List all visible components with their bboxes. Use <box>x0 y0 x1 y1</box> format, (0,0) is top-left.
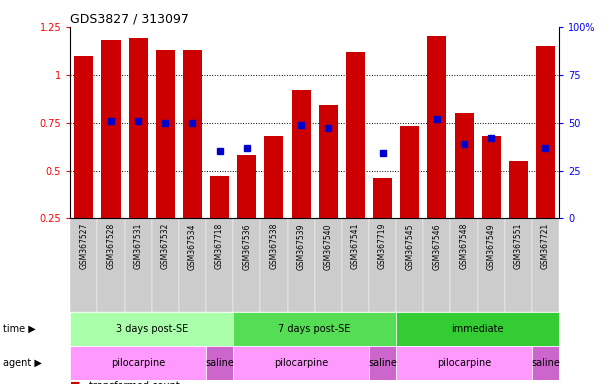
Text: saline: saline <box>205 358 234 368</box>
Text: GSM367527: GSM367527 <box>79 223 89 270</box>
Bar <box>509 161 528 218</box>
Text: GSM367532: GSM367532 <box>161 223 170 270</box>
Bar <box>373 178 392 218</box>
Bar <box>125 218 152 312</box>
Bar <box>183 50 202 218</box>
Bar <box>532 218 559 312</box>
Text: GSM367536: GSM367536 <box>243 223 251 270</box>
Bar <box>97 218 125 312</box>
Bar <box>450 218 478 312</box>
Bar <box>70 218 97 312</box>
Bar <box>233 218 260 312</box>
Bar <box>423 218 450 312</box>
Bar <box>319 106 338 218</box>
Text: agent ▶: agent ▶ <box>3 358 42 368</box>
Bar <box>179 218 206 312</box>
Bar <box>75 56 93 218</box>
Text: GSM367546: GSM367546 <box>433 223 441 270</box>
Bar <box>70 312 233 346</box>
Bar <box>455 113 474 218</box>
Text: GSM367548: GSM367548 <box>459 223 469 270</box>
Text: immediate: immediate <box>452 324 504 334</box>
Bar <box>101 40 120 218</box>
Bar <box>291 90 310 218</box>
Text: GSM367531: GSM367531 <box>134 223 142 270</box>
Text: GSM367549: GSM367549 <box>487 223 496 270</box>
Bar <box>505 218 532 312</box>
Bar <box>206 346 233 380</box>
Bar <box>260 218 288 312</box>
Bar <box>288 218 315 312</box>
Bar <box>206 218 233 312</box>
Bar <box>233 346 369 380</box>
Bar <box>265 136 284 218</box>
Bar <box>233 312 396 346</box>
Text: pilocarpine: pilocarpine <box>111 358 166 368</box>
Text: pilocarpine: pilocarpine <box>437 358 491 368</box>
Text: time ▶: time ▶ <box>3 324 36 334</box>
Bar <box>396 218 423 312</box>
Text: GSM367551: GSM367551 <box>514 223 523 270</box>
Text: GSM367534: GSM367534 <box>188 223 197 270</box>
Text: GSM367718: GSM367718 <box>215 223 224 269</box>
Text: GSM367719: GSM367719 <box>378 223 387 270</box>
Bar <box>156 50 175 218</box>
Bar <box>481 136 500 218</box>
Text: GSM367538: GSM367538 <box>269 223 279 270</box>
Text: GSM367539: GSM367539 <box>296 223 306 270</box>
Bar <box>369 218 396 312</box>
Bar <box>427 36 447 218</box>
Text: ■: ■ <box>70 381 81 384</box>
Bar <box>478 218 505 312</box>
Text: GDS3827 / 313097: GDS3827 / 313097 <box>70 13 189 26</box>
Bar <box>346 52 365 218</box>
Text: pilocarpine: pilocarpine <box>274 358 328 368</box>
Text: saline: saline <box>368 358 397 368</box>
Text: GSM367541: GSM367541 <box>351 223 360 270</box>
Bar <box>396 312 559 346</box>
Bar <box>369 346 396 380</box>
Text: 3 days post-SE: 3 days post-SE <box>115 324 188 334</box>
Bar <box>536 46 555 218</box>
Bar <box>129 38 148 218</box>
Bar <box>315 218 342 312</box>
Text: saline: saline <box>531 358 560 368</box>
Bar <box>70 346 206 380</box>
Bar <box>400 126 419 218</box>
Bar <box>396 346 532 380</box>
Text: transformed count: transformed count <box>89 381 180 384</box>
Bar <box>152 218 179 312</box>
Text: GSM367540: GSM367540 <box>324 223 333 270</box>
Bar <box>342 218 369 312</box>
Bar <box>532 346 559 380</box>
Text: GSM367528: GSM367528 <box>106 223 115 269</box>
Bar <box>237 155 256 218</box>
Text: GSM367721: GSM367721 <box>541 223 550 269</box>
Text: 7 days post-SE: 7 days post-SE <box>279 324 351 334</box>
Text: GSM367545: GSM367545 <box>405 223 414 270</box>
Bar <box>210 176 229 218</box>
